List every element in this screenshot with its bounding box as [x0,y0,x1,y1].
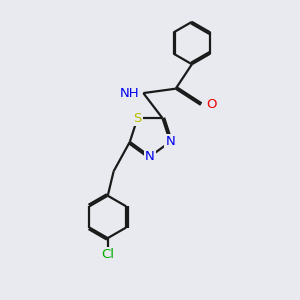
Text: NH: NH [120,87,140,100]
Text: Cl: Cl [101,248,114,261]
Text: O: O [206,98,217,111]
Text: S: S [134,112,142,124]
Text: N: N [145,150,155,163]
Text: N: N [165,135,175,148]
